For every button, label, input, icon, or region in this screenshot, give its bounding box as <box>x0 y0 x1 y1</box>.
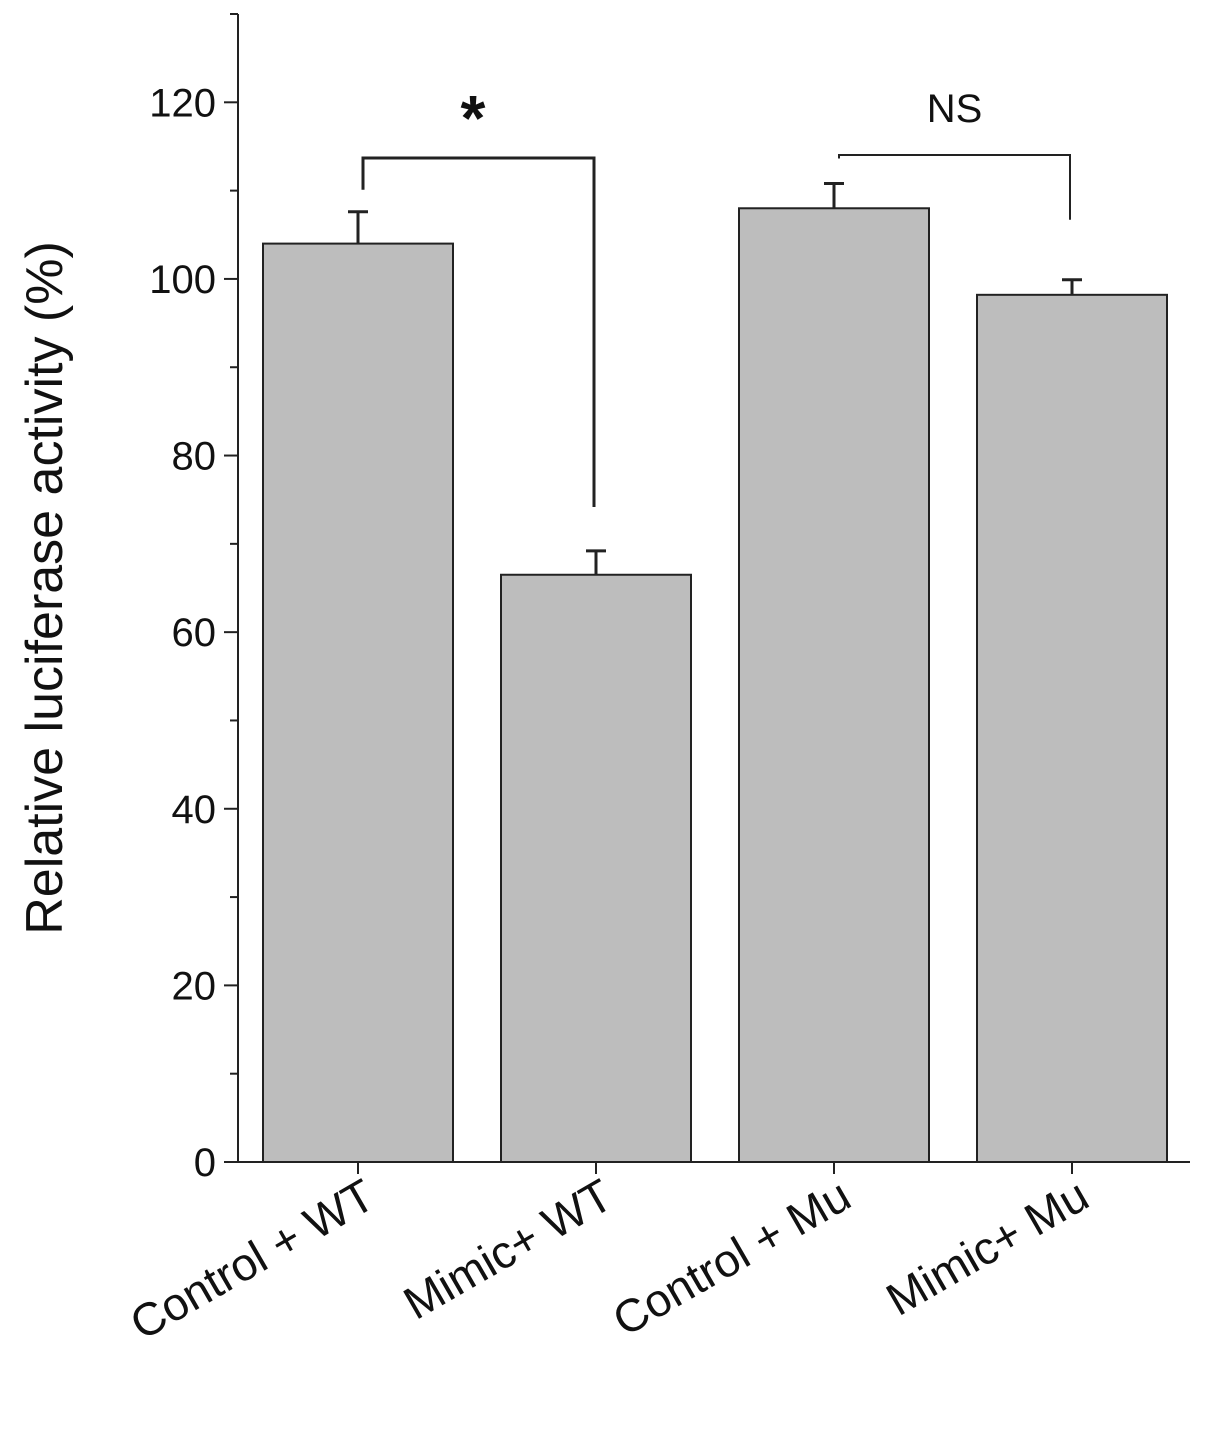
x-category-label: Mimic+ Mu <box>877 1169 1097 1326</box>
x-category-label: Control + Mu <box>604 1169 859 1346</box>
y-tick-label: 60 <box>172 611 217 655</box>
significance-label: NS <box>927 87 983 131</box>
significance-bracket <box>838 154 1071 220</box>
bar <box>500 573 692 1163</box>
y-tick-label: 20 <box>172 964 217 1008</box>
y-tick-label: 120 <box>149 81 216 125</box>
significance-bracket <box>361 156 596 507</box>
x-category-label: Mimic+ WT <box>395 1169 621 1330</box>
x-category-label: Control + WT <box>121 1169 383 1350</box>
y-tick-label: 100 <box>149 258 216 302</box>
bar <box>262 242 454 1164</box>
y-axis-label: Relative luciferase activity (%) <box>16 241 74 935</box>
y-tick-label: 0 <box>194 1141 216 1185</box>
y-tick-label: 40 <box>172 788 217 832</box>
significance-label: * <box>461 82 486 154</box>
bar <box>976 293 1168 1163</box>
y-tick-label: 80 <box>172 435 217 479</box>
bar <box>738 207 930 1163</box>
